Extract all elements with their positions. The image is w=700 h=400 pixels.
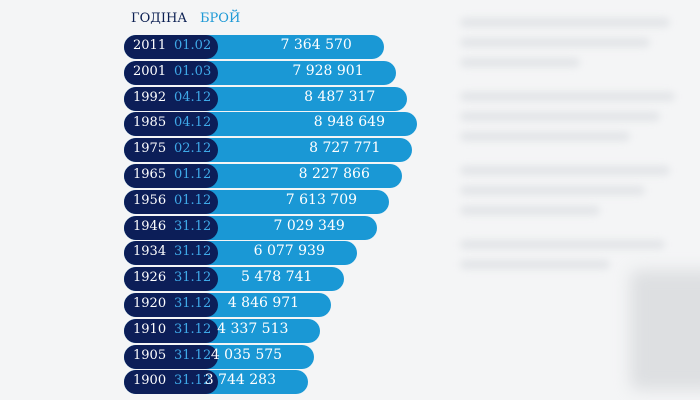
year-label: 1965 — [133, 167, 167, 182]
year-pill: 1926 31.12 — [124, 267, 218, 292]
census-date-label: 31.12 — [174, 321, 212, 337]
census-date-label: 31.12 — [174, 218, 212, 234]
year-label: 1985 — [133, 115, 167, 131]
year-label: 1900 — [133, 373, 167, 389]
census-date-label: 31.12 — [174, 244, 212, 260]
year-label: 1926 — [133, 270, 167, 286]
year-label: 1910 — [133, 321, 167, 337]
count-column-header: БРОЙ — [200, 11, 241, 26]
census-date-label: 02.12 — [174, 141, 212, 157]
year-pill: 1956 01.12 — [124, 189, 218, 214]
year-pill: 1985 04.12 — [124, 112, 218, 137]
year-label: 2001 — [133, 63, 167, 79]
census-date-label: 31.12 — [174, 347, 212, 363]
year-label: 1992 — [133, 89, 167, 105]
census-date-label: 04.12 — [174, 89, 212, 105]
year-label: 1905 — [133, 347, 167, 363]
census-date-label: 01.12 — [174, 167, 212, 182]
year-label: 1975 — [133, 141, 167, 157]
population-value-label: 8 487 317 — [304, 88, 376, 105]
population-value-label: 7 613 709 — [285, 191, 358, 208]
census-date-label: 01.02 — [174, 38, 212, 53]
population-value-label: 3 744 283 — [204, 372, 276, 389]
census-date-label: 31.12 — [174, 270, 212, 286]
population-value-label: 8 727 771 — [309, 140, 381, 157]
year-label: 2011 — [133, 38, 167, 53]
year-pill: 1934 31.12 — [124, 241, 218, 266]
year-pill: 1920 31.12 — [124, 293, 218, 317]
population-value-label: 4 035 575 — [210, 346, 283, 363]
year-label: 1934 — [133, 244, 167, 260]
year-pill: 1946 31.12 — [124, 215, 218, 240]
census-date-label: 04.12 — [174, 115, 212, 131]
population-value-label: 5 478 741 — [241, 269, 313, 286]
population-value-label: 8 948 649 — [313, 114, 385, 131]
census-date-label: 01.12 — [174, 192, 212, 208]
population-value-label: 7 029 349 — [273, 217, 345, 234]
year-pill: 2011 01.02 — [124, 35, 218, 59]
population-value-label: 7 364 570 — [280, 37, 352, 53]
census-date-label: 31.12 — [174, 373, 212, 389]
population-value-label: 6 077 939 — [253, 243, 325, 260]
year-pill: 2001 01.03 — [124, 60, 218, 85]
year-label: 1920 — [133, 296, 167, 311]
year-label: 1946 — [133, 218, 167, 234]
population-value-label: 4 846 971 — [227, 295, 300, 311]
year-pill: 1975 02.12 — [124, 138, 218, 163]
population-value-label: 7 928 901 — [292, 62, 364, 79]
year-pill: 1965 01.12 — [124, 164, 218, 188]
year-label: 1956 — [133, 192, 167, 208]
year-pill: 1905 31.12 — [124, 344, 218, 369]
census-date-label: 31.12 — [174, 296, 212, 311]
year-pill: 1992 04.12 — [124, 86, 218, 111]
census-date-label: 01.03 — [174, 63, 212, 79]
year-pill: 1910 31.12 — [124, 318, 218, 343]
blurred-side-panel — [440, 0, 700, 400]
population-value-label: 8 227 866 — [298, 166, 370, 182]
year-pill: 1900 31.12 — [124, 370, 218, 395]
year-column-header: ГОДІНА — [131, 11, 188, 26]
population-value-label: 4 337 513 — [217, 320, 289, 337]
